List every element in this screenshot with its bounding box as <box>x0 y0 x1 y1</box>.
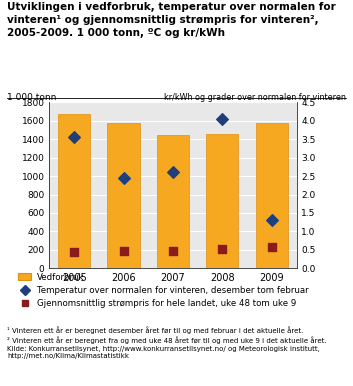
Bar <box>256 123 288 268</box>
Text: 1 000 tonn: 1 000 tonn <box>7 93 56 102</box>
Bar <box>107 123 139 268</box>
Point <box>269 244 275 250</box>
Bar <box>157 135 189 268</box>
Point <box>220 116 225 122</box>
Text: kr/kWh og grader over normalen for vinteren: kr/kWh og grader over normalen for vinte… <box>164 93 346 102</box>
Point <box>269 217 275 223</box>
Point <box>71 134 77 141</box>
Point <box>170 169 176 176</box>
Point <box>220 246 225 252</box>
Point <box>121 175 126 181</box>
Text: Utviklingen i vedforbruk, temperatur over normalen for
vinteren¹ og gjennomsnitt: Utviklingen i vedforbruk, temperatur ove… <box>7 2 336 37</box>
Bar <box>58 114 90 268</box>
Text: ¹ Vinteren ett år er beregnet desember året før til og med februar i det aktuell: ¹ Vinteren ett år er beregnet desember å… <box>7 326 327 359</box>
Point <box>170 248 176 254</box>
Bar <box>206 134 238 268</box>
Point <box>121 248 126 254</box>
Point <box>71 249 77 256</box>
Legend: Vedforbruk, Temperatur over normalen for vinteren, desember tom februar, Gjennom: Vedforbruk, Temperatur over normalen for… <box>18 273 308 308</box>
